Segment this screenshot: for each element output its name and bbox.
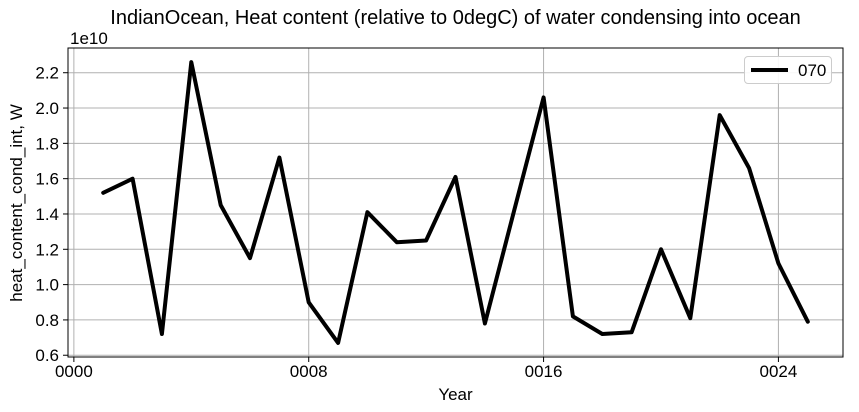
y-tick-label: 0.6 bbox=[35, 346, 59, 365]
data-line-070 bbox=[101, 60, 810, 345]
legend-line-sample-icon bbox=[751, 68, 788, 72]
x-tick-label: 0008 bbox=[290, 362, 328, 381]
x-axis-label: Year bbox=[438, 385, 473, 404]
y-tick-label: 1.2 bbox=[35, 240, 59, 259]
y-tick-label: 0.8 bbox=[35, 311, 59, 330]
chart-title: IndianOcean, Heat content (relative to 0… bbox=[110, 7, 801, 29]
legend: 070 bbox=[744, 56, 832, 84]
y-tick-label: 2.2 bbox=[35, 64, 59, 83]
y-tick-label: 1.6 bbox=[35, 170, 59, 189]
x-tick-label: 0024 bbox=[760, 362, 798, 381]
y-tick-label: 1.8 bbox=[35, 134, 59, 153]
y-tick-label: 1.0 bbox=[35, 276, 59, 295]
y-tick-label: 2.0 bbox=[35, 99, 59, 118]
x-tick-label: 0016 bbox=[525, 362, 563, 381]
y-tick-label: 1.4 bbox=[35, 205, 59, 224]
plot-frame bbox=[67, 47, 844, 358]
y-axis-offset-label: 1e10 bbox=[70, 29, 108, 48]
legend-series-label: 070 bbox=[798, 60, 827, 80]
x-tick-label: 0000 bbox=[55, 362, 93, 381]
